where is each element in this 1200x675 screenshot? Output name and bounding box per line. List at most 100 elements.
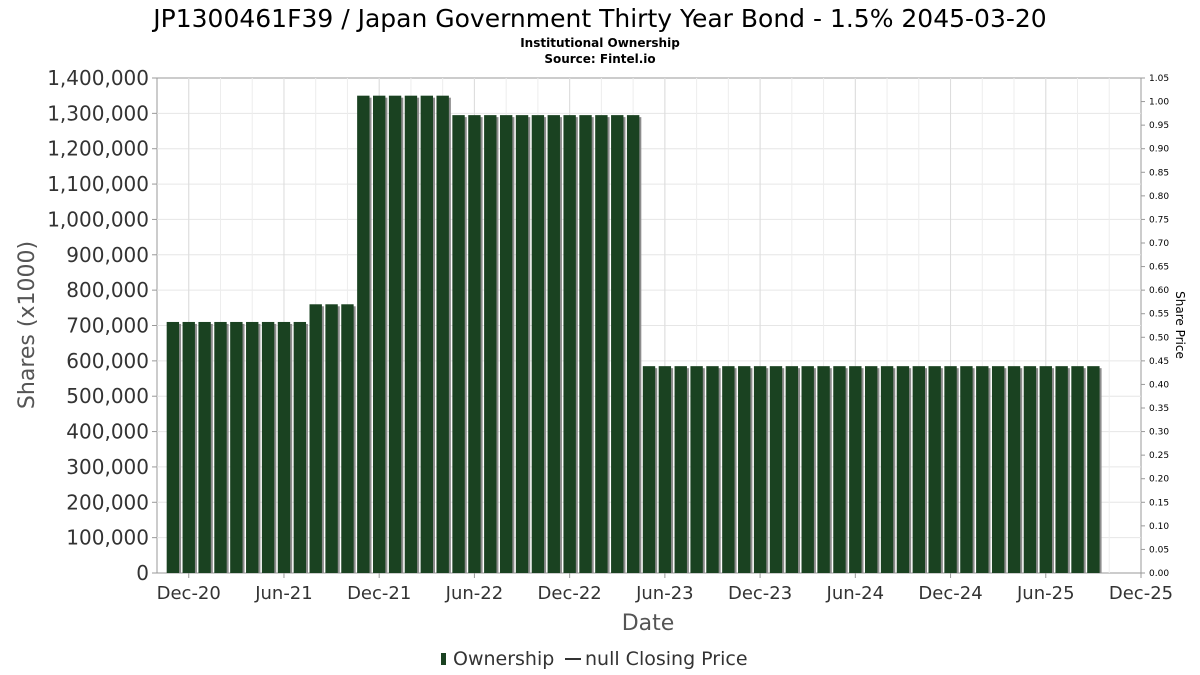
y2-tick-label: 0.10: [1149, 522, 1169, 532]
ownership-bar: [246, 321, 259, 573]
ownership-bar: [912, 366, 925, 573]
y2-tick-label: 0.75: [1149, 215, 1169, 225]
ownership-bar: [674, 366, 687, 573]
y-axis-right: 0.00 0.05 0.10 0.15 0.20 0.25 0.30 0.35 0.40 0.45…: [1141, 74, 1169, 579]
ownership-bar: [230, 321, 243, 573]
ownership-bars: [166, 95, 1102, 573]
y-tick-label: 300,000: [66, 455, 149, 479]
ownership-bar: [515, 115, 529, 573]
y-tick-label: 700,000: [66, 314, 149, 338]
ownership-bar: [325, 304, 338, 573]
y2-tick-label: 0.45: [1149, 357, 1169, 367]
legend-ownership-label: Ownership: [453, 648, 554, 670]
y-tick-label: 500,000: [66, 384, 149, 408]
y2-tick-label: 0.55: [1149, 310, 1169, 320]
legend-closing-price-label: null Closing Price: [585, 648, 748, 670]
y2-tick-label: 1.05: [1149, 74, 1169, 84]
ownership-bar: [944, 366, 957, 573]
y2-tick-label: 0.05: [1149, 545, 1169, 555]
y-tick-label: 0: [136, 561, 149, 585]
y2-tick-label: 0.25: [1149, 451, 1169, 461]
chart-subtitle-line-1: Institutional Ownership: [520, 36, 680, 50]
ownership-bar: [404, 95, 418, 573]
ownership-bar: [658, 366, 672, 573]
ownership-bar: [991, 366, 1005, 573]
x-tick-label: Jun-22: [445, 583, 504, 604]
ownership-bar: [499, 115, 513, 573]
y-tick-label: 1,200,000: [47, 137, 149, 161]
x-tick-label: Jun-24: [826, 583, 885, 604]
ownership-bar: [626, 115, 640, 573]
y-tick-label: 600,000: [66, 349, 149, 373]
ownership-bar: [547, 115, 560, 573]
ownership-bar: [261, 321, 275, 573]
ownership-bar: [531, 115, 545, 573]
ownership-bar: [960, 366, 973, 573]
y-tick-label: 400,000: [66, 420, 149, 444]
y2-tick-label: 0.35: [1149, 404, 1169, 414]
x-tick-label: Dec-24: [918, 583, 982, 604]
y-axis-left: 0 100,000 200,000 300,000 400,000 500,000 600,…: [47, 66, 157, 585]
ownership-bar: [1071, 366, 1084, 573]
ownership-bar: [341, 304, 354, 573]
ownership-bar: [1007, 366, 1021, 573]
y2-tick-label: 0.80: [1149, 192, 1169, 202]
y-tick-label: 100,000: [66, 526, 149, 550]
y2-axis-label: Share Price: [1173, 291, 1187, 359]
ownership-bar: [293, 321, 307, 573]
ownership-bar: [595, 115, 608, 573]
y-tick-label: 1,300,000: [47, 101, 149, 125]
legend: Ownership null Closing Price: [441, 648, 748, 670]
x-tick-label: Dec-20: [157, 583, 221, 604]
x-axis: Dec-20 Jun-21 Dec-21 Jun-22 Dec-22 Jun-23 Dec-…: [157, 573, 1173, 604]
x-tick-label: Dec-21: [347, 583, 411, 604]
x-tick-label: Jun-21: [254, 583, 313, 604]
ownership-bar: [452, 115, 465, 573]
ownership-bar: [309, 304, 322, 573]
ownership-bar: [1039, 366, 1052, 573]
ownership-bar: [849, 366, 862, 573]
ownership-bar: [976, 366, 989, 573]
legend-ownership-swatch: [441, 653, 446, 665]
y2-tick-label: 1.00: [1149, 98, 1169, 108]
ownership-bar: [357, 95, 370, 573]
y-tick-label: 200,000: [66, 490, 149, 514]
ownership-bar: [896, 366, 910, 573]
x-tick-label: Jun-25: [1016, 583, 1075, 604]
ownership-bar: [928, 366, 941, 573]
ownership-bar: [198, 321, 211, 573]
ownership-bar: [880, 366, 894, 573]
ownership-bar: [484, 115, 497, 573]
y-tick-label: 800,000: [66, 278, 149, 302]
x-tick-label: Dec-25: [1109, 583, 1173, 604]
y2-tick-label: 0.65: [1149, 263, 1169, 273]
ownership-bar: [865, 366, 878, 573]
ownership-bar: [722, 366, 735, 573]
ownership-bar: [738, 366, 751, 573]
ownership-bar: [833, 366, 846, 573]
x-tick-label: Dec-22: [538, 583, 602, 604]
ownership-bar: [436, 95, 449, 573]
y-tick-label: 900,000: [66, 243, 149, 267]
chart-title: JP1300461F39 / Japan Government Thirty Y…: [151, 4, 1046, 33]
ownership-bar: [642, 366, 656, 573]
ownership-bar: [166, 321, 180, 573]
y-tick-label: 1,100,000: [47, 172, 149, 196]
ownership-bar: [1055, 366, 1068, 573]
y-tick-label: 1,400,000: [47, 66, 149, 90]
y2-tick-label: 0.70: [1149, 239, 1169, 249]
chart-subtitle-line-2: Source: Fintel.io: [544, 52, 655, 66]
ownership-bar: [690, 366, 703, 573]
ownership-bar: [817, 366, 830, 573]
ownership-bar: [420, 95, 433, 573]
ownership-bar: [785, 366, 799, 573]
y2-tick-label: 0.85: [1149, 168, 1169, 178]
x-tick-label: Jun-23: [635, 583, 694, 604]
ownership-bar: [468, 115, 481, 573]
y2-tick-label: 0.00: [1149, 569, 1169, 579]
y2-tick-label: 0.50: [1149, 333, 1169, 343]
ownership-bar: [579, 115, 592, 573]
ownership-bar: [1023, 366, 1037, 573]
ownership-bar: [373, 95, 386, 573]
x-axis-label: Date: [622, 611, 675, 636]
